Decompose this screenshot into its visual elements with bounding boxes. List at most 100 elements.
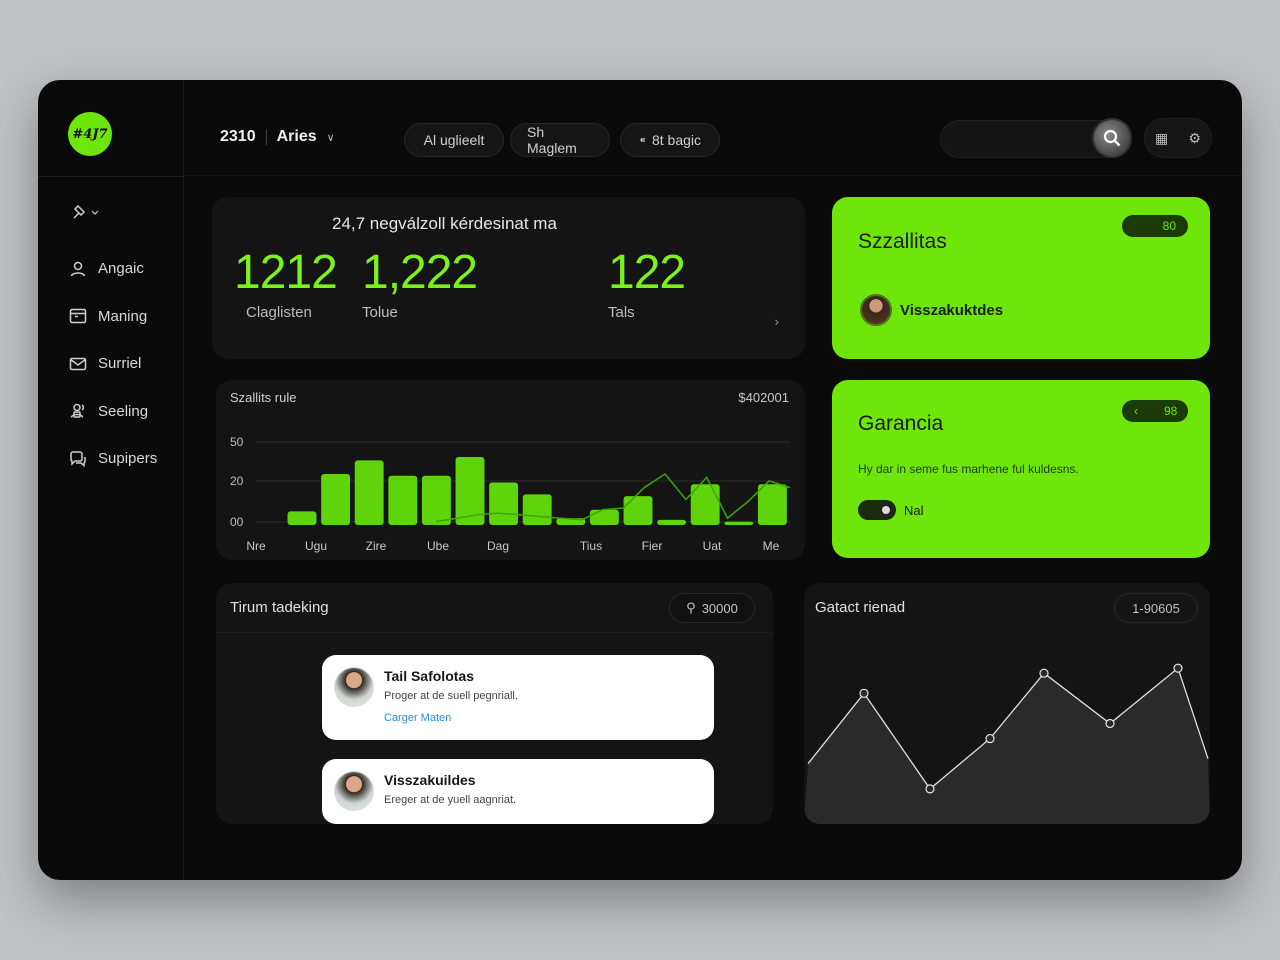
user-icon xyxy=(70,261,86,277)
y-tick-label: 50 xyxy=(230,435,244,449)
chart-bar[interactable] xyxy=(657,519,687,525)
team-title: Tirum tadeking xyxy=(230,599,329,616)
sidebar-item-surriel[interactable]: Surriel xyxy=(68,340,157,388)
top-search-input[interactable]: + xyxy=(940,120,1122,158)
gear-icon[interactable]: ⚙ xyxy=(1188,129,1201,146)
sidebar: #4J7 Angaic Maning Surriel Seeling xyxy=(38,80,184,880)
grid-icon[interactable]: ▦ xyxy=(1155,129,1169,146)
chart-line-series xyxy=(435,473,791,523)
y-tick-label: 00 xyxy=(230,515,244,529)
toolbar-icons: ▦ ⚙ xyxy=(1144,118,1212,158)
area-point[interactable] xyxy=(1105,718,1115,729)
chart-total-value: $402001 xyxy=(738,390,789,405)
avatar xyxy=(334,667,374,707)
sidebar-item-angaic[interactable]: Angaic xyxy=(68,245,157,293)
app-window: #4J7 Angaic Maning Surriel Seeling xyxy=(38,80,1242,880)
stats-card: 24,7 negválzoll kérdesinat ma 1212 Clagl… xyxy=(212,197,805,359)
sidebar-nav: Angaic Maning Surriel Seeling Supipers xyxy=(68,245,157,483)
chart-bar[interactable] xyxy=(321,474,351,525)
x-tick-label: Me xyxy=(763,539,780,553)
message-text: Ereger at de yuell aagnriat. xyxy=(384,794,517,806)
chart-bar[interactable] xyxy=(455,457,485,525)
chart-bar[interactable] xyxy=(690,484,720,525)
sidebar-item-seeling[interactable]: Seeling xyxy=(68,388,157,436)
chevron-down-icon: ∨ xyxy=(326,131,335,144)
users-icon xyxy=(70,404,85,418)
area-point[interactable] xyxy=(985,733,995,744)
shipping-user[interactable]: Visszakuktdes xyxy=(860,294,1003,326)
shipping-title: Szzallitas xyxy=(858,230,947,253)
avatar xyxy=(334,771,374,811)
chevron-left-icon[interactable]: ‹ xyxy=(1134,404,1138,418)
x-tick-label: Ube xyxy=(427,539,449,553)
chart-bar[interactable] xyxy=(724,521,754,525)
mail-icon xyxy=(69,357,87,370)
pin-icon: ⁌ xyxy=(638,131,646,148)
chart-bar[interactable] xyxy=(388,475,418,525)
x-tick-label: Uat xyxy=(703,539,722,553)
filter-pill-label: 8t bagic xyxy=(651,132,702,148)
workspace-name: Aries xyxy=(276,128,317,145)
sidebar-item-supipers[interactable]: Supipers xyxy=(68,435,157,483)
area-chart-title: Gatact rienad xyxy=(815,599,906,616)
area-point[interactable] xyxy=(925,784,935,794)
team-card: Tirum tadeking ⚲ 30000 Tail Safolotas Pr… xyxy=(216,583,773,824)
filter-pill-2[interactable]: Sh Maglem xyxy=(510,123,610,157)
filter-pill-3[interactable]: ⁌ 8t bagic xyxy=(620,123,720,157)
chart-bar[interactable] xyxy=(489,482,519,526)
area-chart xyxy=(804,663,1210,824)
stat-tals: 122 Tals xyxy=(608,245,686,321)
shipping-badge: 80 xyxy=(1122,215,1188,237)
sidebar-item-label: Maning xyxy=(98,307,148,325)
x-tick-label: Nre xyxy=(246,539,266,553)
chart-bar[interactable] xyxy=(287,511,317,525)
search-icon: ⚲ xyxy=(686,600,696,615)
stat-label: Tolue xyxy=(362,304,398,321)
sidebar-item-maning[interactable]: Maning xyxy=(68,293,157,341)
x-tick-label: Ugu xyxy=(305,539,327,553)
guarantee-description: Hy dar in seme fus marhene ful kuldesns. xyxy=(858,462,1079,476)
search-button[interactable] xyxy=(1092,118,1132,158)
message-card[interactable]: Tail Safolotas Proger at de suell pegnri… xyxy=(322,655,714,740)
message-link[interactable]: Carger Maten xyxy=(384,712,452,724)
app-logo[interactable]: #4J7 xyxy=(68,112,112,156)
chart-bar[interactable] xyxy=(421,475,451,525)
avatar xyxy=(860,294,892,326)
chevron-right-icon[interactable]: › xyxy=(774,314,779,329)
chart-bar[interactable] xyxy=(757,484,787,525)
area-point[interactable] xyxy=(859,688,869,698)
y-tick-label: 20 xyxy=(230,474,244,488)
bar-chart-card: Szallits rule $402001 50 20 00 Nre Ugu Zire Ub… xyxy=(216,380,805,560)
message-text: Proger at de suell pegnriall. xyxy=(384,690,518,702)
team-search-value: 30000 xyxy=(701,600,738,616)
guarantee-badge: ‹ 98 xyxy=(1122,400,1188,422)
chart-bar[interactable] xyxy=(589,509,619,525)
stat-value: 1,222 xyxy=(362,246,478,299)
area-chart-badge[interactable]: 1-90605 xyxy=(1114,593,1198,623)
stat-claglisten: 1212 Claglisten xyxy=(234,245,338,321)
guarantee-toggle[interactable] xyxy=(858,500,896,520)
guarantee-badge-value: 98 xyxy=(1164,404,1178,418)
guarantee-card[interactable]: Garancia ‹ 98 Hy dar in seme fus marhene… xyxy=(832,380,1210,558)
top-bar: 2310 Aries ∨ Al uglieelt Sh Maglem ⁌ 8t … xyxy=(184,80,1242,176)
breadcrumb-separator xyxy=(265,129,267,145)
area-point[interactable] xyxy=(1039,668,1049,678)
filter-pill-1[interactable]: Al uglieelt xyxy=(404,123,504,157)
stat-tolue: 1,222 Tolue xyxy=(362,245,478,321)
area-point[interactable] xyxy=(1173,663,1183,673)
shipping-user-name: Visszakuktdes xyxy=(900,301,1004,319)
sidebar-item-label: Angaic xyxy=(98,260,144,278)
breadcrumb[interactable]: 2310 Aries ∨ xyxy=(220,128,335,146)
stat-value: 122 xyxy=(608,246,686,299)
message-card[interactable]: Visszakuildes Ereger at de yuell aagnria… xyxy=(322,759,714,824)
calendar-icon xyxy=(69,309,87,324)
stat-label: Claglisten xyxy=(246,304,312,321)
chart-bar[interactable] xyxy=(522,494,552,525)
team-search-input[interactable]: ⚲ 30000 xyxy=(669,593,755,623)
chart-bar[interactable] xyxy=(354,460,384,525)
shipping-card[interactable]: Szzallitas 80 Visszakuktdes xyxy=(832,197,1210,359)
pin-dropdown-icon[interactable] xyxy=(70,202,100,227)
chart-bar[interactable] xyxy=(623,496,653,525)
x-tick-label: Tius xyxy=(580,539,602,553)
